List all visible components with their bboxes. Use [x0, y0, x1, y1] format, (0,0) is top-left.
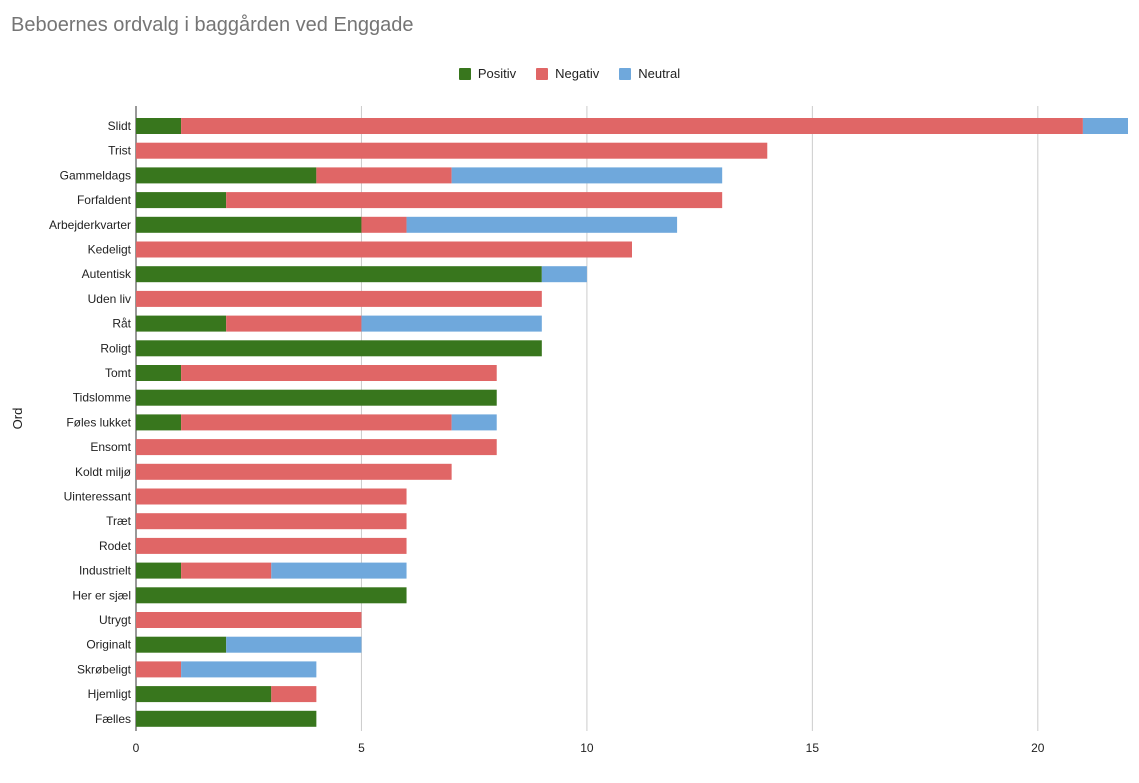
- bar-slidt-positiv: [136, 118, 182, 134]
- bar-råt-neutral: [361, 315, 542, 332]
- bar-forfaldent-negativ: [226, 192, 723, 209]
- y-tick-label-hjemligt: Hjemligt: [88, 687, 132, 701]
- bar-roligt-positiv: [136, 340, 542, 357]
- y-tick-label-utrygt: Utrygt: [99, 613, 132, 627]
- bar-fælles-positiv: [136, 710, 317, 727]
- y-tick-label-her-er-sjæl: Her er sjæl: [72, 588, 131, 602]
- bar-uden-liv-negativ: [136, 290, 542, 307]
- x-tick-label-15: 15: [806, 741, 820, 755]
- y-tick-label-ensomt: Ensomt: [90, 440, 131, 454]
- y-tick-label-roligt: Roligt: [100, 341, 131, 355]
- y-tick-label-industrielt: Industrielt: [79, 564, 132, 578]
- bar-tidslomme-positiv: [136, 389, 497, 406]
- y-tick-label-råt: Råt: [112, 317, 131, 331]
- y-tick-label-fælles: Fælles: [95, 712, 131, 726]
- bar-hjemligt-positiv: [136, 686, 272, 703]
- y-tick-label-gammeldags: Gammeldags: [60, 168, 131, 182]
- bar-føles-lukket-neutral: [451, 414, 497, 431]
- y-tick-label-føles-lukket: Føles lukket: [66, 415, 131, 429]
- bar-slidt-neutral: [1082, 118, 1128, 134]
- y-tick-label-arbejderkvarter: Arbejderkvarter: [49, 218, 131, 232]
- bar-skrøbeligt-negativ: [136, 661, 182, 678]
- legend-swatch-positiv: [458, 67, 471, 80]
- y-tick-label-kedeligt: Kedeligt: [88, 243, 132, 257]
- bar-trist-negativ: [136, 142, 768, 159]
- bar-uinteressant-negativ: [136, 488, 407, 505]
- bar-rodet-negativ: [136, 537, 407, 554]
- bar-råt-negativ: [226, 315, 362, 332]
- bar-originalt-neutral: [226, 636, 362, 653]
- bar-gammeldags-negativ: [316, 167, 452, 184]
- bar-arbejderkvarter-negativ: [361, 216, 407, 233]
- bar-arbejderkvarter-neutral: [406, 216, 678, 233]
- bar-slidt-negativ: [181, 118, 1083, 134]
- y-tick-label-forfaldent: Forfaldent: [77, 193, 132, 207]
- y-tick-label-originalt: Originalt: [86, 638, 131, 652]
- legend-label-positiv: Positiv: [477, 66, 517, 81]
- bar-tomt-negativ: [181, 365, 497, 381]
- bar-industrielt-neutral: [271, 562, 407, 579]
- y-tick-label-rodet: Rodet: [99, 539, 132, 553]
- y-tick-label-autentisk: Autentisk: [82, 267, 132, 281]
- x-tick-label-5: 5: [358, 741, 365, 755]
- legend-item-positiv[interactable]: Positiv: [458, 66, 517, 81]
- legend: Positiv Negativ Neutral: [0, 66, 1139, 81]
- legend-swatch-negativ: [536, 67, 549, 80]
- bar-kedeligt-negativ: [136, 241, 632, 258]
- legend-item-neutral[interactable]: Neutral: [619, 66, 680, 81]
- x-tick-label-20: 20: [1031, 741, 1045, 755]
- bar-industrielt-negativ: [181, 562, 272, 579]
- bar-gammeldags-neutral: [451, 167, 723, 184]
- chart-title: Beboernes ordvalg i baggården ved Enggad…: [11, 14, 414, 36]
- bar-råt-positiv: [136, 315, 227, 332]
- y-tick-label-koldt-miljø: Koldt miljø: [75, 465, 132, 479]
- y-tick-label-træt: Træt: [106, 514, 132, 528]
- bar-gammeldags-positiv: [136, 167, 317, 184]
- y-tick-label-trist: Trist: [108, 144, 132, 158]
- y-axis-title: Ord: [10, 408, 25, 430]
- bar-autentisk-positiv: [136, 266, 542, 283]
- bar-autentisk-neutral: [541, 266, 587, 283]
- y-tick-label-skrøbeligt: Skrøbeligt: [77, 662, 132, 676]
- y-tick-label-uden-liv: Uden liv: [88, 292, 131, 306]
- bar-originalt-positiv: [136, 636, 227, 653]
- y-tick-label-slidt: Slidt: [108, 119, 132, 133]
- x-tick-label-0: 0: [133, 741, 140, 755]
- legend-label-negativ: Negativ: [555, 66, 600, 81]
- y-tick-label-tidslomme: Tidslomme: [73, 391, 132, 405]
- y-tick-label-uinteressant: Uinteressant: [64, 490, 132, 504]
- bar-ensomt-negativ: [136, 439, 497, 456]
- bar-tomt-positiv: [136, 365, 182, 381]
- bar-føles-lukket-negativ: [181, 414, 452, 431]
- bar-forfaldent-positiv: [136, 192, 227, 209]
- bar-utrygt-negativ: [136, 612, 362, 628]
- bar-her-er-sjæl-positiv: [136, 587, 407, 604]
- legend-item-negativ[interactable]: Negativ: [536, 66, 599, 81]
- legend-label-neutral: Neutral: [638, 66, 681, 81]
- x-tick-label-10: 10: [580, 741, 594, 755]
- bar-arbejderkvarter-positiv: [136, 216, 362, 233]
- bar-koldt-miljø-negativ: [136, 463, 452, 480]
- bar-træt-negativ: [136, 513, 407, 530]
- y-tick-label-tomt: Tomt: [105, 366, 132, 380]
- bar-industrielt-positiv: [136, 562, 182, 579]
- bar-føles-lukket-positiv: [136, 414, 182, 431]
- bar-hjemligt-negativ: [271, 686, 317, 703]
- legend-swatch-neutral: [619, 67, 632, 80]
- bar-skrøbeligt-neutral: [181, 661, 317, 678]
